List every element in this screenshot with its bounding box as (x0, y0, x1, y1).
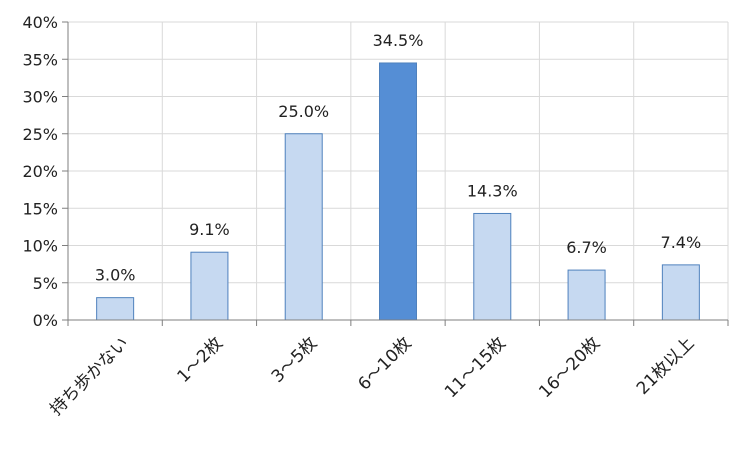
data-label-1: 9.1% (189, 220, 230, 239)
category-label-4: 11～15枚 (441, 333, 510, 402)
bar-3 (379, 62, 417, 321)
category-label-0: 持ち歩かない (46, 333, 132, 419)
bar-4 (473, 212, 512, 321)
y-tick-label: 0% (33, 311, 58, 330)
y-tick-label: 30% (22, 88, 58, 107)
y-tick-label: 15% (22, 199, 58, 218)
data-label-4: 14.3% (467, 181, 518, 200)
y-tick-label: 5% (33, 274, 58, 293)
y-tick-label: 25% (22, 125, 58, 144)
data-label-0: 3.0% (95, 266, 136, 285)
y-tick-label: 35% (22, 50, 58, 69)
data-labels: 3.0% 9.1% 25.0% 34.5% 14.3% 6.7% 7.4% (95, 31, 701, 285)
data-label-2: 25.0% (278, 102, 329, 121)
bar-0 (96, 297, 135, 321)
bar-2 (284, 133, 323, 321)
bars (96, 62, 700, 321)
bar-1 (190, 251, 229, 321)
data-label-3: 34.5% (373, 31, 424, 50)
category-label-3: 6～10枚 (354, 333, 415, 394)
y-tick-labels: 0% 5% 10% 15% 20% 25% 30% 35% 40% (22, 13, 58, 330)
y-tick-label: 20% (22, 162, 58, 181)
y-tick-label: 40% (22, 13, 58, 32)
bar-6 (661, 264, 700, 321)
category-label-2: 3～5枚 (268, 333, 321, 386)
bar-5 (567, 269, 606, 321)
category-label-5: 16～20枚 (535, 333, 604, 402)
category-label-6: 21枚以上 (633, 333, 699, 399)
category-label-1: 1～2枚 (173, 333, 226, 386)
data-label-6: 7.4% (661, 233, 702, 252)
axes (62, 21, 729, 326)
y-tick-label: 10% (22, 237, 58, 256)
data-label-5: 6.7% (566, 238, 607, 257)
x-category-labels: 持ち歩かない 1～2枚 3～5枚 6～10枚 11～15枚 16～20枚 21枚以上 (46, 333, 698, 419)
